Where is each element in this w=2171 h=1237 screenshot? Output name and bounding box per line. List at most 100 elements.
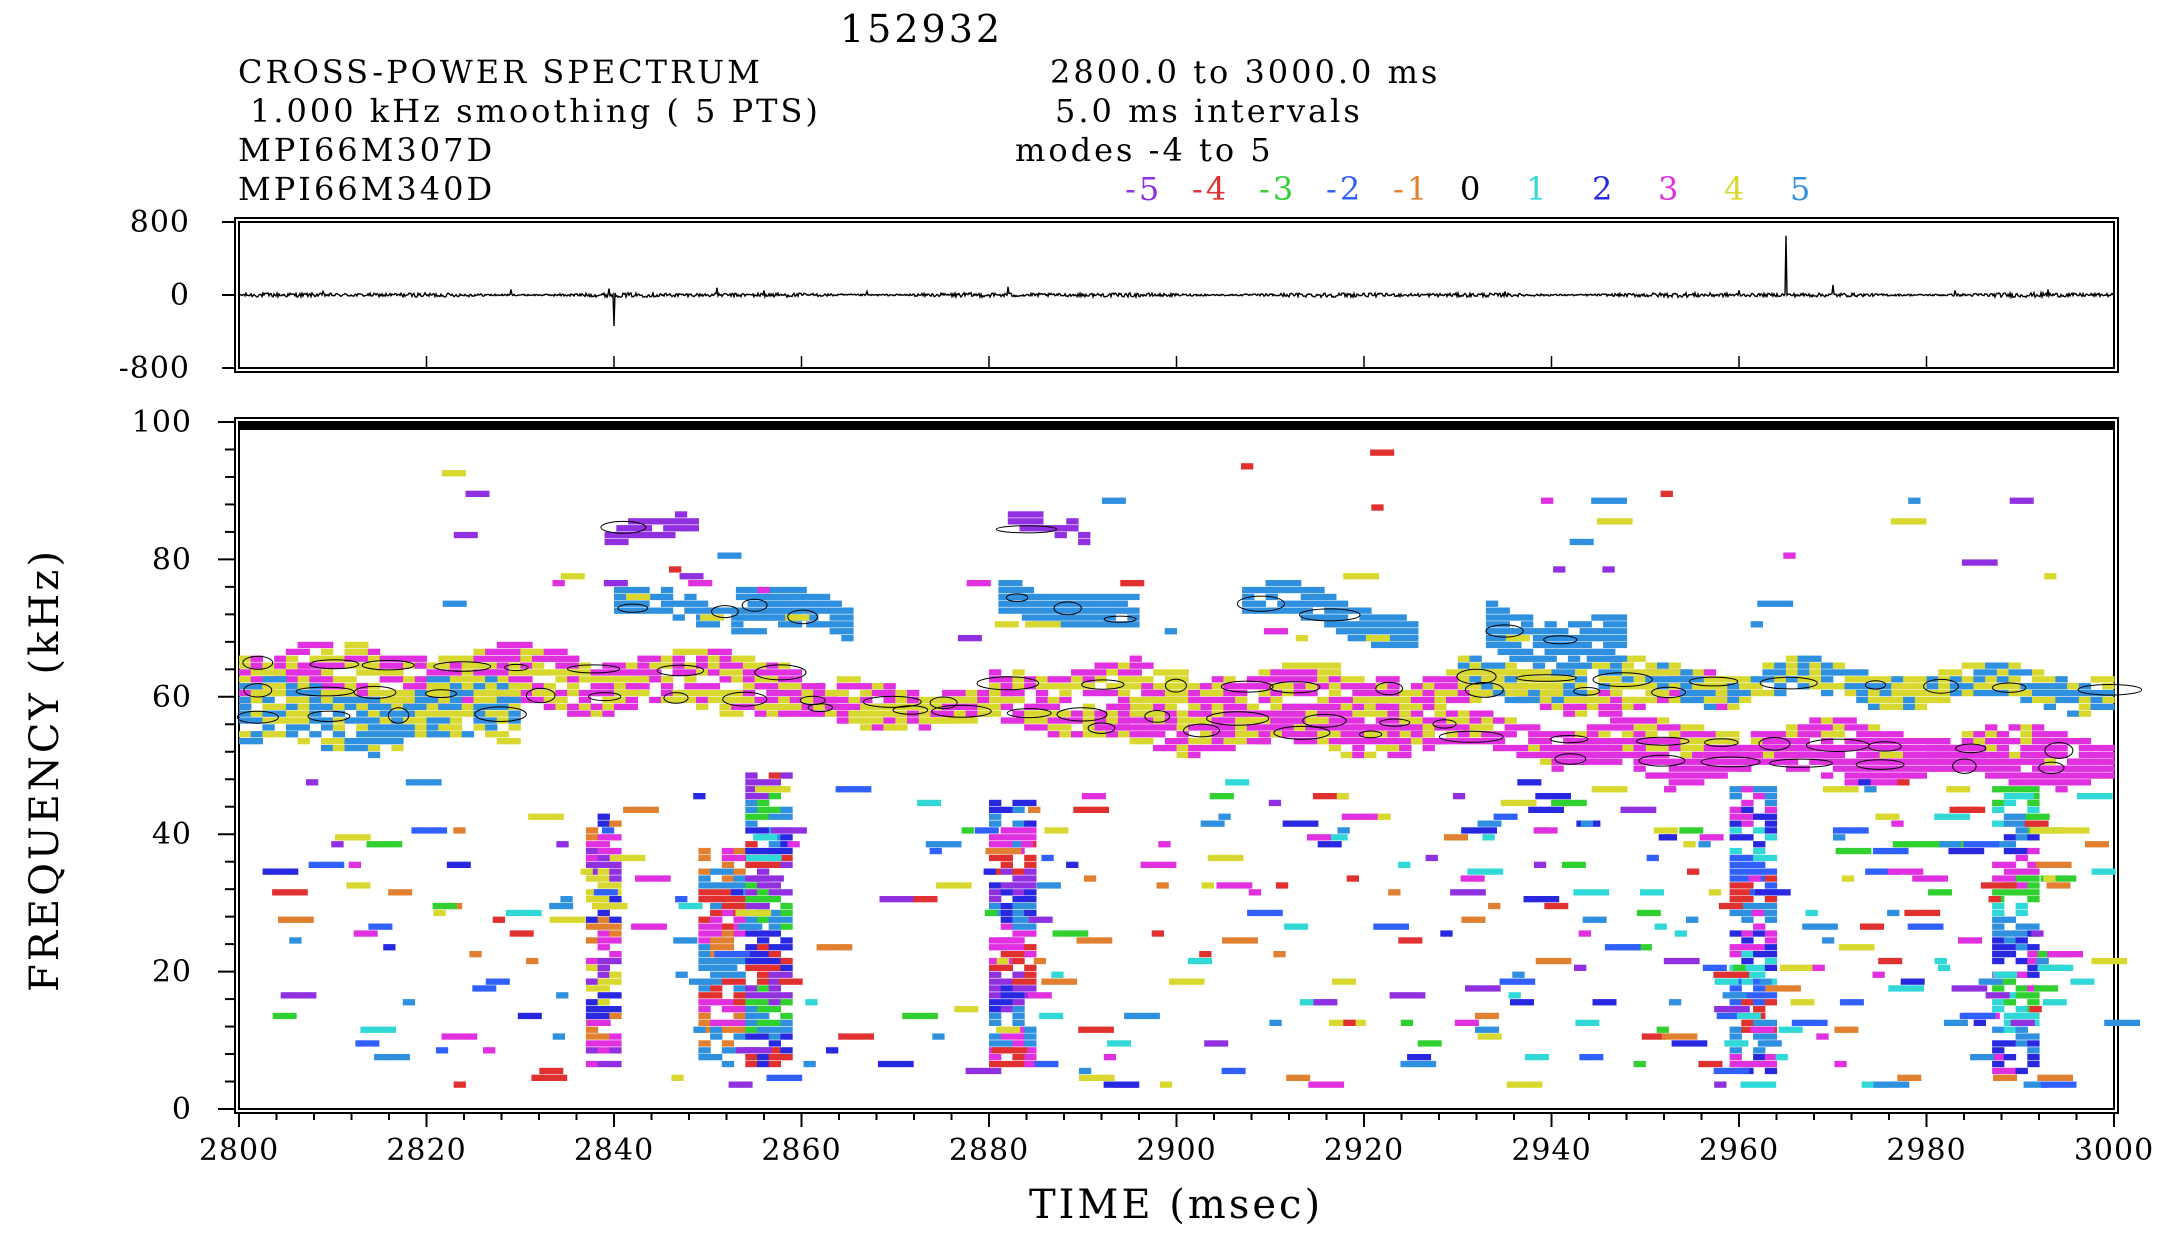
scatter-cell	[1841, 875, 1855, 882]
band-cell	[1068, 607, 1081, 614]
upper-scatter-cell	[1113, 497, 1126, 504]
band-cell	[379, 703, 392, 710]
band-cell	[1375, 676, 1388, 683]
band-cell	[1176, 710, 1189, 717]
scatter-cell	[1135, 1012, 1149, 1020]
column-cell	[1753, 861, 1766, 868]
column-cell	[2015, 868, 2028, 875]
column-cell	[733, 971, 746, 978]
band-cell	[1045, 607, 1058, 614]
band-cell	[1129, 724, 1142, 731]
band-cell	[1364, 703, 1377, 710]
band-cell	[1762, 758, 1775, 765]
band-cell	[1347, 607, 1360, 614]
scatter-cell	[1482, 834, 1495, 841]
band-cell	[754, 710, 767, 717]
scatter-cell	[1486, 1026, 1500, 1033]
contour-ellipse	[1087, 722, 1116, 734]
scatter-cell	[497, 978, 510, 985]
column-cell	[733, 868, 746, 875]
band-cell	[1021, 614, 1035, 621]
column-cell	[1012, 882, 1025, 889]
column-cell	[1024, 944, 1037, 951]
band-cell	[426, 669, 439, 676]
band-cell	[1567, 635, 1581, 642]
band-cell	[297, 676, 310, 683]
column-cell	[1753, 930, 1766, 937]
band-cell	[1785, 655, 1799, 662]
band-cell	[1270, 683, 1283, 690]
column-cell	[1753, 827, 1766, 834]
band-cell	[1903, 751, 1916, 759]
column-cell	[757, 882, 770, 889]
band-cell	[2032, 738, 2045, 745]
band-cell	[1387, 710, 1400, 717]
band-cell	[1973, 662, 1986, 669]
upper-scatter-cell	[1750, 621, 1763, 628]
column-cell	[757, 964, 770, 971]
band-cell	[1071, 710, 1084, 717]
scatter-cell	[966, 1006, 979, 1013]
column-cell	[780, 916, 793, 923]
column-cell	[585, 896, 599, 903]
column-cell	[609, 951, 622, 958]
band-cell	[1492, 683, 1506, 690]
band-cell	[1703, 689, 1717, 697]
band-cell	[789, 696, 803, 704]
band-cell	[438, 696, 451, 704]
band-cell	[1739, 683, 1752, 690]
scatter-cell	[1725, 971, 1738, 978]
band-cell	[1410, 738, 1424, 745]
band-cell	[2008, 758, 2021, 765]
band-cell	[1469, 683, 1482, 690]
upper-scatter-cell	[1295, 635, 1309, 642]
band-cell	[1680, 765, 1693, 772]
scatter-cell	[748, 875, 761, 882]
band-cell	[403, 676, 416, 683]
column-cell	[989, 889, 1002, 896]
column-cell	[698, 985, 711, 992]
column-cell	[757, 951, 770, 958]
band-cell	[1591, 628, 1604, 635]
band-cell	[1668, 683, 1681, 690]
band-cell	[1293, 662, 1306, 669]
band-cell	[520, 641, 533, 649]
band-cell	[2078, 696, 2092, 704]
band-cell	[1985, 738, 1998, 745]
upper-scatter-cell	[1783, 552, 1796, 559]
band-cell	[942, 703, 955, 710]
band-cell	[1352, 724, 1365, 731]
scatter-cell	[365, 930, 378, 937]
band-cell	[907, 710, 920, 717]
band-cell	[1903, 696, 1916, 704]
contour-ellipse	[1923, 678, 1959, 694]
column-cell	[989, 806, 1002, 813]
column-cell	[1012, 889, 1025, 896]
scatter-cell	[453, 1033, 466, 1040]
column-cell	[1741, 964, 1754, 971]
scatter-cell	[1164, 861, 1177, 868]
scatter-cell	[1297, 1074, 1311, 1081]
band-cell	[1867, 731, 1881, 738]
band-cell	[449, 703, 463, 710]
band-cell	[1774, 662, 1787, 669]
band-cell	[367, 648, 381, 655]
scatter-cell	[1199, 951, 1212, 958]
scatter-cell	[1473, 889, 1486, 896]
band-cell	[1364, 689, 1377, 697]
band-cell	[1949, 689, 1963, 697]
band-cell	[426, 717, 439, 724]
column-cell	[989, 1006, 1002, 1013]
contour-ellipse	[1220, 680, 1274, 693]
column-cell	[609, 937, 622, 944]
scatter-cell	[1896, 847, 1909, 855]
band-cell	[2032, 779, 2045, 786]
band-cell	[747, 593, 760, 601]
band-cell	[1774, 744, 1787, 752]
scatter-cell	[2037, 1074, 2050, 1081]
band-cell	[1092, 614, 1105, 621]
scatter-cell	[1273, 951, 1286, 958]
band-cell	[1078, 531, 1091, 539]
band-cell	[426, 683, 439, 690]
